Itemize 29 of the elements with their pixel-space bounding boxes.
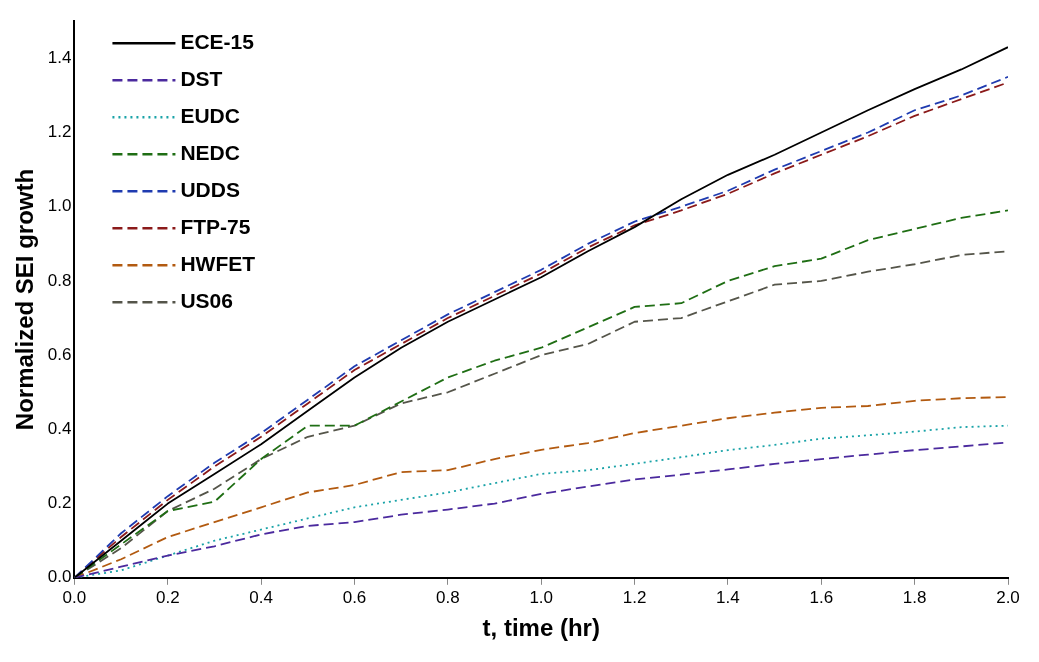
x-tick-label: 0.6 <box>342 587 367 607</box>
y-tick-label: 0.4 <box>47 419 72 439</box>
x-tick-label: 1.4 <box>716 587 740 607</box>
legend-label: DST <box>180 67 223 90</box>
y-tick-label: 1.2 <box>47 122 72 142</box>
legend-label: UDDS <box>180 178 240 201</box>
x-tick-label: 1.0 <box>529 587 554 607</box>
x-tick-label: 0.0 <box>62 587 87 607</box>
x-tick-label: 1.6 <box>809 587 834 607</box>
y-tick-label: 1.4 <box>47 47 72 67</box>
x-tick-label: 1.8 <box>902 587 927 607</box>
x-tick-label: 1.2 <box>622 587 647 607</box>
x-tick-label: 0.2 <box>155 587 180 607</box>
legend-label: HWFET <box>180 252 256 275</box>
legend-label: ECE-15 <box>180 30 255 53</box>
y-axis-title: Normalized SEI growth <box>11 168 39 431</box>
legend-label: EUDC <box>180 104 240 127</box>
legend-label: US06 <box>180 289 233 312</box>
legend-label: NEDC <box>180 141 240 164</box>
x-tick-label: 0.4 <box>249 587 273 607</box>
x-tick-label: 2.0 <box>996 587 1020 607</box>
x-axis-title: t, time (hr) <box>482 614 600 642</box>
legend-label: FTP-75 <box>180 215 251 238</box>
y-tick-label: 0.6 <box>47 344 72 364</box>
y-tick-label: 0.8 <box>47 270 72 290</box>
y-tick-label: 0.0 <box>47 567 72 587</box>
x-tick-label: 0.8 <box>436 587 460 607</box>
y-tick-label: 1.0 <box>47 196 72 216</box>
y-tick-label: 0.2 <box>47 493 72 513</box>
